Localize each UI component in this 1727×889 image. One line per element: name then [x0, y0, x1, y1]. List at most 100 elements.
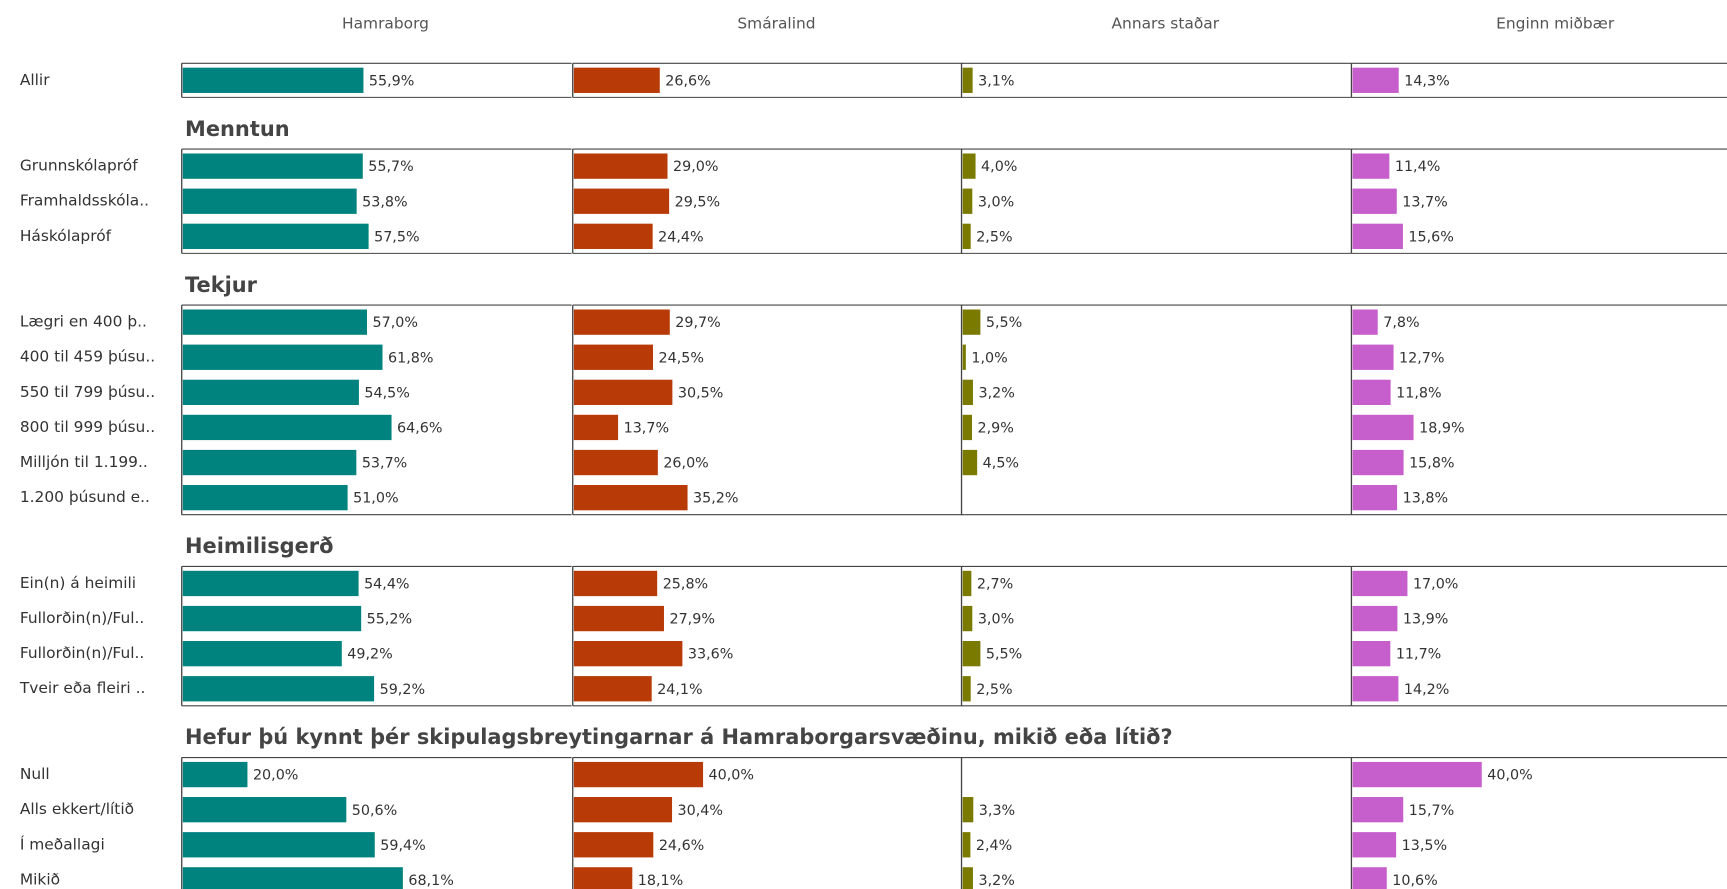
bar — [573, 449, 658, 476]
bar — [1352, 223, 1403, 249]
value-label: 59,2% — [380, 682, 425, 698]
value-label: 68,1% — [408, 873, 453, 889]
value-label: 12,7% — [1399, 350, 1444, 366]
row-label: Grunnskólapróf — [20, 157, 138, 175]
value-label: 57,5% — [374, 229, 419, 245]
bar — [1352, 676, 1399, 702]
bar — [962, 676, 971, 702]
bar — [962, 641, 981, 667]
bar — [573, 761, 704, 788]
bar — [573, 153, 668, 179]
value-label: 15,6% — [1408, 229, 1453, 245]
row-label: Framhaldsskóla.. — [20, 192, 149, 210]
value-label: 26,0% — [663, 456, 708, 472]
value-label: 40,0% — [1487, 768, 1532, 784]
value-label: 2,5% — [976, 229, 1012, 245]
bar — [1352, 605, 1398, 632]
bar — [1352, 641, 1391, 667]
bar — [573, 832, 654, 858]
bar — [182, 67, 364, 93]
value-label: 30,5% — [678, 385, 723, 401]
bar — [962, 344, 966, 370]
value-label: 18,9% — [1419, 421, 1464, 437]
bar — [573, 188, 670, 214]
bar — [182, 676, 375, 702]
group-title: Heimilisgerð — [185, 534, 333, 558]
value-label: 33,6% — [688, 647, 733, 663]
bar — [962, 605, 973, 632]
bar — [182, 605, 362, 632]
bar — [182, 309, 367, 335]
bar — [573, 67, 660, 93]
value-label: 29,0% — [673, 159, 718, 175]
bar — [182, 832, 375, 858]
bar — [182, 414, 392, 441]
row-label: Mikið — [20, 870, 60, 888]
value-label: 3,2% — [978, 385, 1014, 401]
row-label: Alls ekkert/lítið — [20, 800, 134, 818]
value-label: 13,8% — [1403, 491, 1448, 507]
bar — [1352, 379, 1391, 406]
bar — [1352, 414, 1414, 441]
bar — [182, 570, 359, 597]
bar — [573, 867, 633, 889]
bar — [1352, 449, 1404, 476]
group-title: Menntun — [185, 117, 290, 141]
bar — [1352, 867, 1387, 889]
bar — [1352, 153, 1390, 179]
bar — [962, 188, 973, 214]
bar — [962, 570, 972, 597]
bar — [1352, 797, 1404, 823]
bar — [1352, 484, 1398, 511]
bar — [962, 153, 976, 179]
value-label: 7,8% — [1383, 315, 1419, 331]
bar — [962, 797, 974, 823]
value-label: 29,7% — [675, 315, 720, 331]
row-label: Í meðallagi — [20, 834, 105, 853]
value-label: 13,5% — [1402, 838, 1447, 854]
bar — [573, 676, 652, 702]
row-label: Lægri en 400 þ.. — [20, 313, 147, 331]
value-label: 55,2% — [367, 612, 412, 628]
value-label: 57,0% — [372, 315, 417, 331]
value-label: 3,1% — [978, 73, 1014, 89]
value-label: 53,7% — [362, 456, 407, 472]
bar — [962, 223, 971, 249]
bar — [573, 379, 673, 406]
bar — [962, 414, 972, 441]
bar — [962, 379, 973, 406]
value-label: 24,6% — [659, 838, 704, 854]
value-label: 25,8% — [663, 577, 708, 593]
row-label: 1.200 þúsund e.. — [20, 488, 150, 506]
value-label: 51,0% — [353, 491, 398, 507]
bar — [962, 309, 981, 335]
bar — [573, 484, 688, 511]
value-label: 29,5% — [675, 194, 720, 210]
column-header: Annars staðar — [1112, 15, 1220, 33]
group-title: Hefur þú kynnt þér skipulagsbreytingarna… — [185, 725, 1173, 749]
row-label: Fullorðin(n)/Ful.. — [20, 644, 144, 662]
bar — [962, 449, 978, 476]
bar — [962, 67, 973, 93]
value-label: 11,8% — [1396, 385, 1441, 401]
row-label: 550 til 799 þúsu.. — [20, 383, 155, 401]
value-label: 3,0% — [978, 194, 1014, 210]
bar — [182, 867, 403, 889]
bar — [573, 605, 664, 632]
value-label: 4,5% — [983, 456, 1019, 472]
bar — [182, 641, 342, 667]
column-header: Hamraborg — [342, 15, 429, 33]
value-label: 17,0% — [1413, 577, 1458, 593]
value-label: 35,2% — [693, 491, 738, 507]
value-label: 1,0% — [971, 350, 1007, 366]
value-label: 18,1% — [638, 873, 683, 889]
value-label: 14,2% — [1404, 682, 1449, 698]
value-label: 30,4% — [678, 803, 723, 819]
value-label: 3,2% — [978, 873, 1014, 889]
value-label: 24,4% — [658, 229, 703, 245]
bar — [573, 641, 683, 667]
bar — [1352, 309, 1378, 335]
bar — [962, 867, 973, 889]
value-label: 59,4% — [380, 838, 425, 854]
